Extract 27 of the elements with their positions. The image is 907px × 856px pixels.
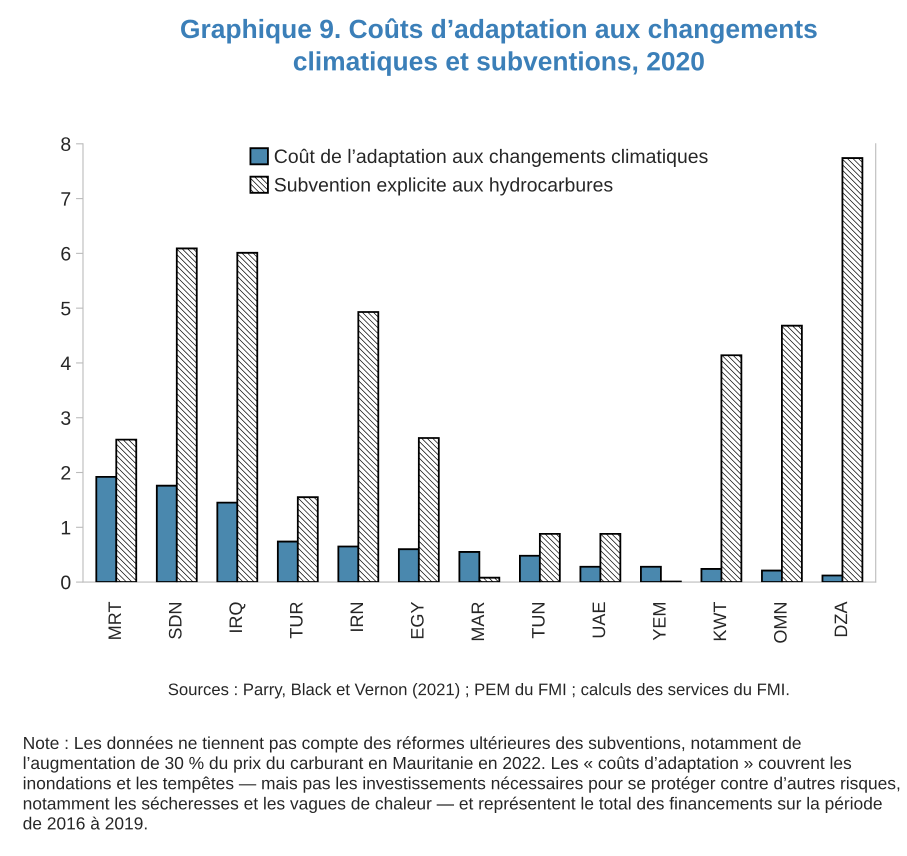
x-tick-label: UAE: [592, 602, 606, 638]
y-tick-label: 2: [61, 466, 70, 480]
y-tick-label: 1: [62, 520, 70, 534]
x-tick-label: YEM: [653, 603, 666, 640]
x-tick-label: IRQ: [229, 602, 246, 632]
x-tick-label: IRN: [350, 602, 363, 631]
y-tick-label: 6: [61, 246, 70, 261]
x-tick-label: SDN: [168, 603, 182, 639]
chart-title: Graphique 9. Coûts d’adaptation aux changements climatiques et subventions, 2020: [181, 18, 817, 76]
y-tick-label: 7: [61, 192, 70, 206]
x-tick-label: KWT: [714, 602, 726, 640]
x-tick-label: TUN: [532, 602, 545, 638]
x-tick-label: MRT: [108, 602, 121, 639]
x-tick-label: TUR: [290, 602, 303, 638]
y-tick-label: 3: [61, 411, 70, 425]
x-tick-label: EGY: [410, 602, 424, 638]
y-tick-label: 4: [60, 356, 71, 370]
source-note: Sources : Parry, Black et Vernon (2021) ; PEM du FMI ; calculs des services du FMI.: [168, 683, 788, 699]
x-tick-label: OMN: [774, 602, 787, 643]
y-tick-label: 0: [61, 576, 70, 590]
legend-label: Subvention explicite aux hydrocarbures: [274, 177, 612, 196]
x-tick-label: DZA: [834, 602, 848, 636]
text: Note : Les données ne tiennent pas compte des réformes ultérieures des subventions, notamment de l’augmentation de 30 % du prix du carburant en Mauritanie en 2022. Les « coûts d’adaptation » couvrent les inondations et les tempêtes — mais pas les investissements nécessaires pour se protéger contre d’autres risques, notamment les sécheresses et les vagues de chaleur — et représentent le total des financements sur la période de 2016 à 2019.: [23, 736, 900, 830]
y-tick-label: 8: [61, 137, 70, 152]
legend-label: Coût de l’adaptation aux changements climatiques: [274, 148, 708, 167]
y-tick-label: 5: [61, 302, 70, 316]
x-tick-label: MAR: [472, 602, 484, 640]
